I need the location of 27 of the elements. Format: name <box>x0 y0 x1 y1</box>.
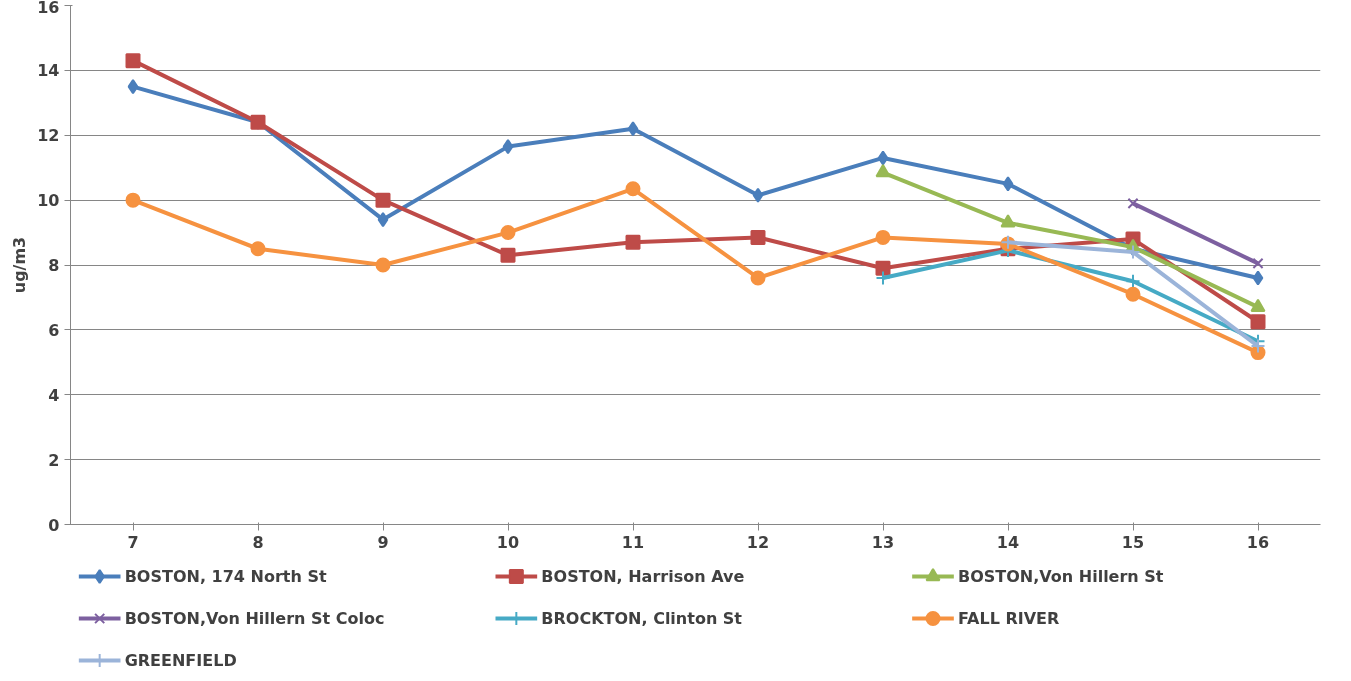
x-tick-label: 8 <box>252 532 264 552</box>
y-tick-label: 8 <box>48 256 60 275</box>
x-tick-label: 14 <box>996 532 1020 552</box>
x-tick-label: 11 <box>621 532 645 552</box>
y-tick-label: 10 <box>37 191 60 211</box>
legend-label: GREENFIELD <box>124 651 237 670</box>
x-tick-label: 16 <box>1246 532 1270 552</box>
legend-label: BOSTON,Von Hillern St <box>958 567 1164 586</box>
y-tick-label: 16 <box>37 0 60 17</box>
y-tick-label: 14 <box>37 61 60 81</box>
y-tick-label: 6 <box>48 320 60 340</box>
x-tick-label: 7 <box>127 532 139 552</box>
y-tick-label: 4 <box>48 385 60 405</box>
y-tick-label: 12 <box>37 126 60 146</box>
y-tick-label: 0 <box>48 515 60 535</box>
legend-label: BROCKTON, Clinton St <box>541 609 743 628</box>
y-axis-title: ug/m3 <box>10 236 30 294</box>
x-tick-label: 12 <box>746 532 770 552</box>
y-tick-label: 2 <box>48 450 60 470</box>
x-tick-label: 13 <box>871 532 895 552</box>
legend-label: BOSTON, Harrison Ave <box>541 567 745 586</box>
legend-label: BOSTON,Von Hillern St Coloc <box>124 609 385 628</box>
x-tick-label: 15 <box>1121 532 1145 552</box>
x-tick-label: 10 <box>496 532 520 552</box>
legend-label: FALL RIVER <box>958 609 1060 628</box>
legend-label: BOSTON, 174 North St <box>124 567 327 586</box>
x-tick-label: 9 <box>377 532 389 552</box>
